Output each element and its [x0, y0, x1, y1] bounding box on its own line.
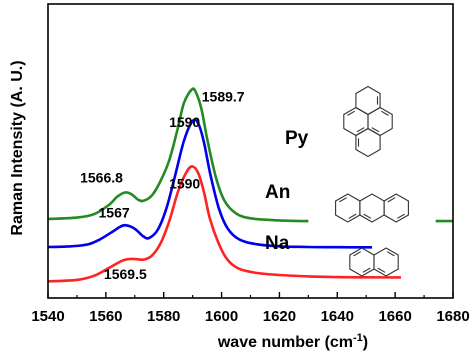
x-axis-title: wave number (cm-1) [217, 332, 368, 351]
series-line-py [47, 87, 309, 223]
x-tick-label: 1680 [436, 308, 469, 325]
naphthalene-structure [349, 247, 399, 277]
anthracene-structure [335, 193, 409, 223]
series-name-an: An [265, 182, 290, 203]
pyrene-structure [312, 85, 424, 172]
molecule-structures [312, 85, 424, 277]
peak-label-py: 1589.7 [202, 89, 245, 105]
series-line-na [47, 165, 401, 283]
peak-label-an: 1567 [99, 204, 130, 220]
x-tick-label: 1560 [89, 308, 122, 325]
series-name-na: Na [265, 233, 290, 254]
peak-label-py: 1566.8 [80, 169, 123, 185]
peak-label-na: 1590 [169, 176, 200, 192]
series-line-an [47, 118, 373, 249]
x-tick-label: 1640 [321, 308, 354, 325]
y-axis-title: Raman Intensity (A. U.) [9, 60, 26, 235]
peak-label-na: 1569.5 [104, 266, 147, 282]
x-tick-label: 1620 [263, 308, 296, 325]
plot-area [47, 87, 453, 283]
axes: 1540 1560 1580 1600 1620 1640 1660 1680 [31, 3, 470, 325]
series-name-py: Py [285, 128, 309, 149]
x-tick-label: 1580 [147, 308, 180, 325]
peak-label-an: 1590 [169, 114, 200, 130]
x-tick-label: 1600 [205, 308, 238, 325]
x-tick-label: 1660 [378, 308, 411, 325]
labels: 1566.8 1589.7 1567 1590 1569.5 1590 Py An Na [80, 89, 309, 282]
x-tick-label: 1540 [31, 308, 64, 325]
